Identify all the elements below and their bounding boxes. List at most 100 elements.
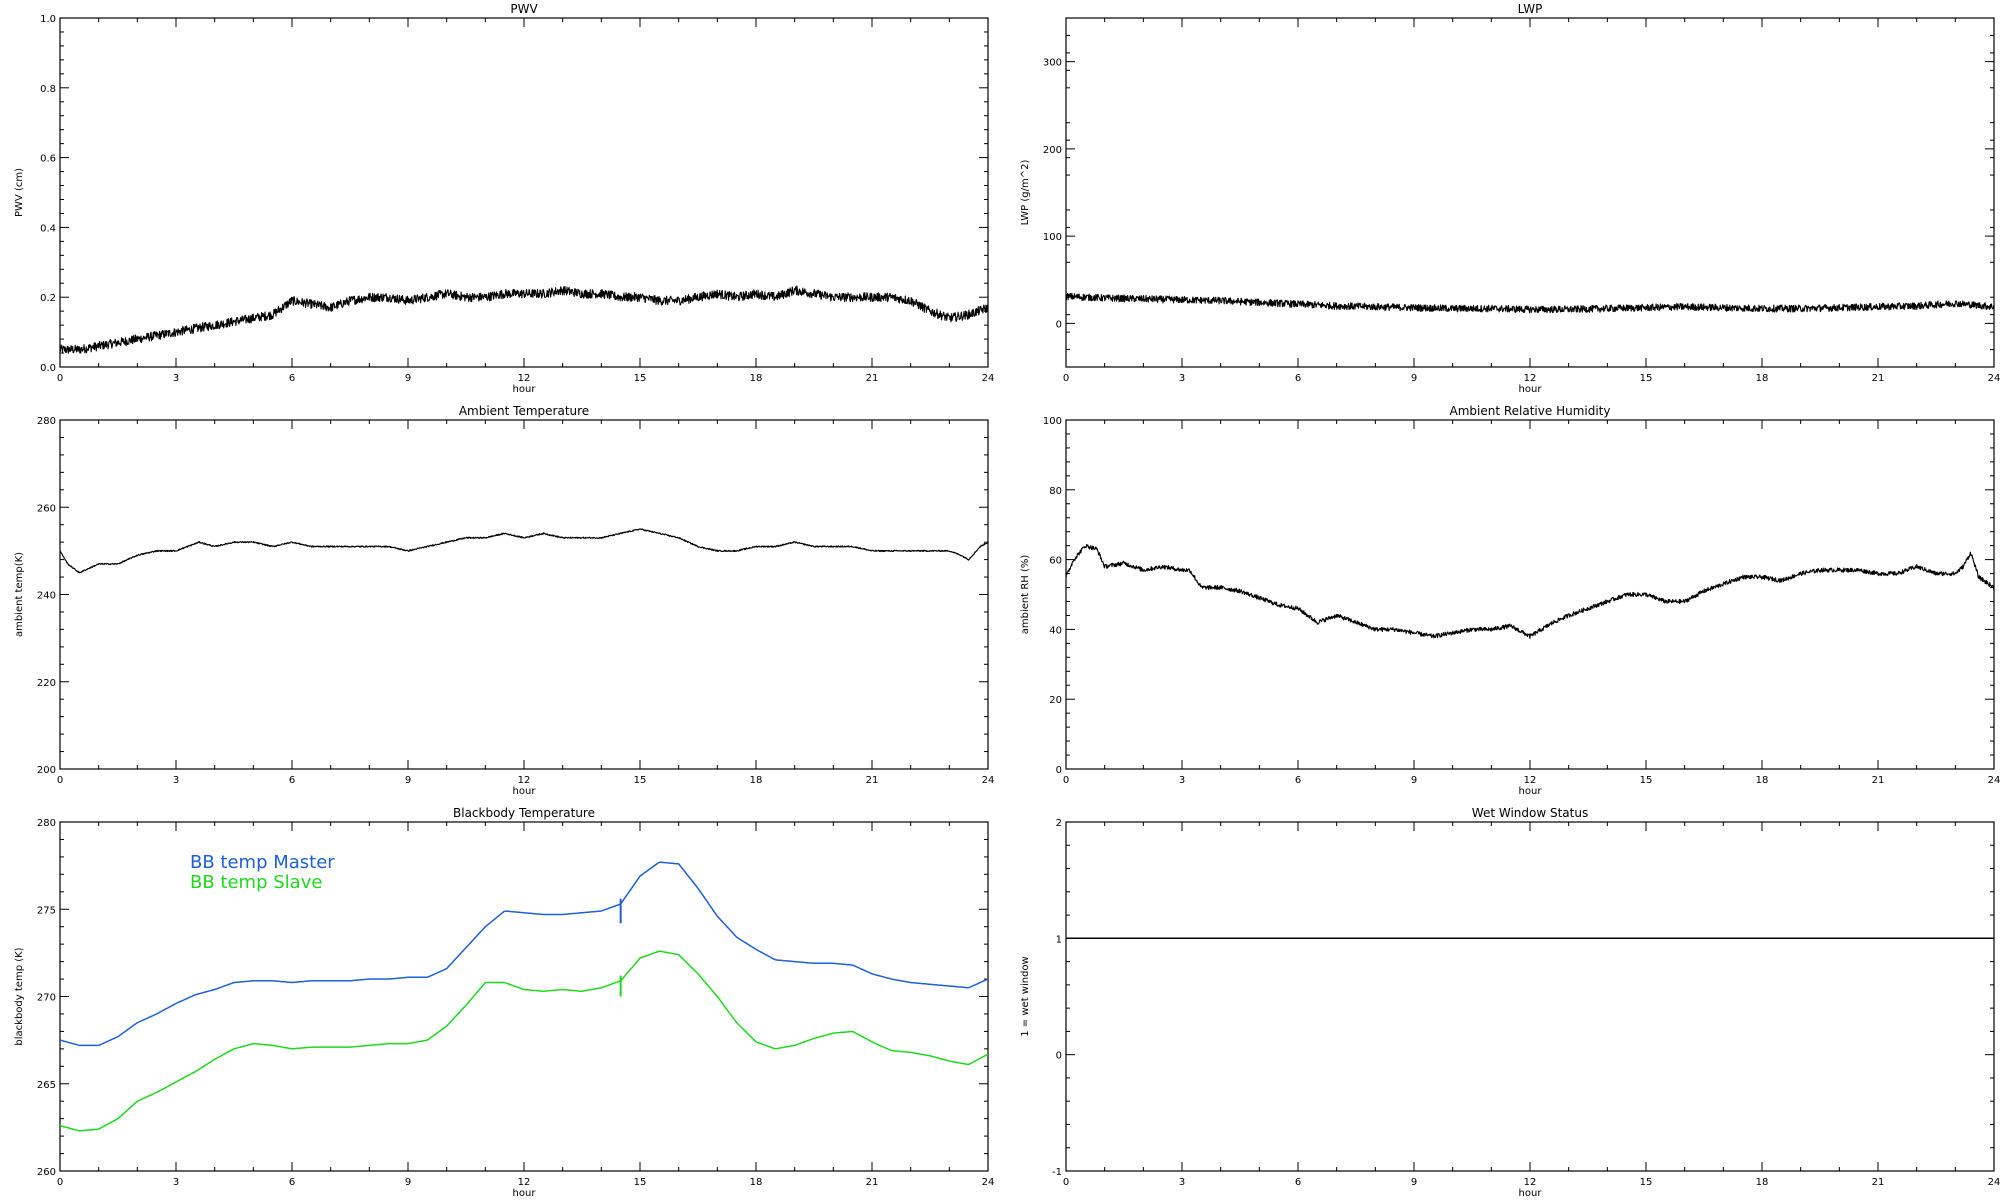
y-tick-label: 200 [37, 765, 56, 776]
y-tick-label: 100 [1043, 416, 1062, 427]
x-tick-label: 24 [982, 373, 995, 384]
y-tick-label: 300 [1043, 58, 1062, 69]
chart-title: Ambient Temperature [459, 404, 589, 418]
y-tick-label: 40 [1049, 625, 1062, 636]
y-axis-label: ambient temp(K) [14, 552, 25, 637]
y-axis-label: LWP (g/m^2) [1020, 160, 1031, 226]
x-tick-label: 24 [1988, 1177, 2000, 1188]
x-tick-label: 6 [289, 1177, 295, 1188]
x-tick-label: 0 [1063, 373, 1069, 384]
y-tick-label: 0 [1056, 765, 1062, 776]
y-axis-label: 1 = wet window [1020, 956, 1031, 1036]
y-tick-label: 1.0 [40, 14, 56, 25]
x-tick-label: 15 [1640, 373, 1653, 384]
x-tick-label: 21 [1872, 373, 1885, 384]
x-tick-label: 9 [405, 775, 411, 786]
x-tick-label: 12 [518, 373, 531, 384]
x-tick-label: 3 [1179, 1177, 1185, 1188]
series-line [59, 285, 989, 354]
x-tick-label: 24 [982, 775, 995, 786]
y-axis-label: PWV (cm) [14, 168, 25, 217]
y-tick-label: 0.0 [40, 363, 56, 374]
x-tick-label: 9 [405, 373, 411, 384]
series-line [59, 528, 989, 574]
x-tick-label: 18 [750, 775, 763, 786]
x-tick-label: 12 [1524, 1177, 1537, 1188]
x-tick-label: 21 [866, 373, 879, 384]
x-tick-label: 12 [518, 775, 531, 786]
chart-title: Wet Window Status [1472, 806, 1588, 820]
x-tick-label: 15 [634, 373, 647, 384]
chart-panel: 0 3 6 9 12 15 18 21 24 0 100 200 300 LWP hour LWP (g/m^… [1020, 2, 2000, 395]
chart-title: PWV [510, 2, 538, 16]
y-axis-label: ambient RH (%) [1020, 555, 1031, 635]
x-tick-label: 9 [1411, 373, 1417, 384]
x-axis-label: hour [1519, 786, 1543, 797]
y-tick-label: 2 [1056, 818, 1062, 829]
x-tick-label: 18 [750, 373, 763, 384]
y-tick-label: 265 [37, 1080, 56, 1091]
y-tick-label: 80 [1049, 486, 1062, 497]
x-tick-label: 3 [1179, 373, 1185, 384]
y-axis-label: blackbody temp (K) [14, 947, 25, 1045]
y-tick-label: 260 [37, 503, 56, 514]
x-tick-label: 0 [57, 373, 63, 384]
x-tick-label: 9 [405, 1177, 411, 1188]
chart-panel: 0 3 6 9 12 15 18 21 24 260 265 270 275 280 Blackbody T… [14, 806, 994, 1199]
x-tick-label: 18 [1756, 1177, 1769, 1188]
y-tick-label: 270 [37, 993, 56, 1004]
x-tick-label: 15 [1640, 1177, 1653, 1188]
y-tick-label: 60 [1049, 556, 1062, 567]
x-tick-label: 0 [57, 1177, 63, 1188]
x-tick-label: 24 [982, 1177, 995, 1188]
x-tick-label: 21 [1872, 1177, 1885, 1188]
x-tick-label: 6 [1295, 1177, 1301, 1188]
x-tick-label: 3 [173, 373, 179, 384]
y-tick-label: 100 [1043, 232, 1062, 243]
y-tick-label: 200 [1043, 145, 1062, 156]
series-line [1065, 543, 1995, 639]
y-tick-label: 0.6 [40, 154, 56, 165]
x-tick-label: 12 [1524, 373, 1537, 384]
y-tick-label: 280 [37, 416, 56, 427]
x-tick-label: 21 [866, 1177, 879, 1188]
series-line [1065, 292, 1995, 314]
plot-frame [1065, 821, 1995, 1172]
x-tick-label: 12 [1524, 775, 1537, 786]
x-tick-label: 18 [1756, 775, 1769, 786]
y-tick-label: 0 [1056, 1051, 1062, 1062]
y-tick-label: 1 [1056, 934, 1062, 945]
x-tick-label: 24 [1988, 775, 2000, 786]
x-axis-label: hour [513, 1188, 537, 1199]
y-tick-label: 0.2 [40, 293, 56, 304]
x-tick-label: 6 [1295, 775, 1301, 786]
x-tick-label: 21 [866, 775, 879, 786]
series-line [59, 950, 989, 1132]
legend-entry: BB temp Master [190, 852, 335, 873]
y-tick-label: 20 [1049, 695, 1062, 706]
plot-frame [59, 419, 989, 770]
chart-title: Ambient Relative Humidity [1450, 404, 1611, 418]
x-axis-label: hour [513, 384, 537, 395]
y-tick-label: 275 [37, 905, 56, 916]
plot-frame [59, 17, 989, 368]
y-tick-label: 0.4 [40, 223, 56, 234]
x-tick-label: 3 [173, 775, 179, 786]
y-tick-label: 0 [1056, 319, 1062, 330]
x-tick-label: 18 [750, 1177, 763, 1188]
x-tick-label: 6 [289, 775, 295, 786]
x-tick-label: 15 [634, 1177, 647, 1188]
x-axis-label: hour [1519, 384, 1543, 395]
x-tick-label: 18 [1756, 373, 1769, 384]
x-tick-label: 3 [1179, 775, 1185, 786]
x-tick-label: 6 [1295, 373, 1301, 384]
x-axis-label: hour [1519, 1188, 1543, 1199]
y-tick-label: 220 [37, 678, 56, 689]
x-tick-label: 0 [57, 775, 63, 786]
chart-title: LWP [1518, 2, 1543, 16]
x-tick-label: 24 [1988, 373, 2000, 384]
series-line [59, 861, 989, 1047]
chart-panel: 0 3 6 9 12 15 18 21 24 0 20 40 60 80 100 Ambient Relati… [1020, 404, 2000, 797]
x-tick-label: 0 [1063, 1177, 1069, 1188]
